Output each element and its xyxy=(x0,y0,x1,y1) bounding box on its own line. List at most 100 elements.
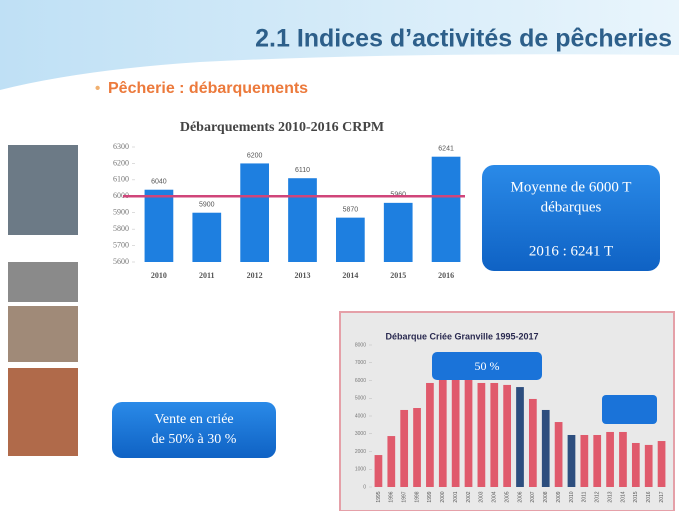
bar xyxy=(645,445,653,487)
box-text: Moyenne de 6000 T xyxy=(511,179,632,195)
x-tick-label: 1997 xyxy=(402,491,408,502)
data-label: 6040 xyxy=(151,179,167,186)
x-tick-label: 1996 xyxy=(389,491,395,502)
x-tick-label: 2001 xyxy=(453,491,459,502)
bar xyxy=(192,213,221,262)
y-tick-label: 4000 xyxy=(355,413,366,419)
bar xyxy=(145,190,174,262)
x-tick-label: 2004 xyxy=(492,491,498,502)
x-tick-label: 2013 xyxy=(295,271,311,280)
x-tick-label: 2000 xyxy=(440,491,446,502)
y-tick-label: 6300 xyxy=(113,142,129,151)
x-tick-label: 2012 xyxy=(247,271,263,280)
y-tick-label: 0 xyxy=(363,484,366,490)
chart-title: Débarque Criée Granville 1995-2017 xyxy=(385,331,538,341)
photo xyxy=(8,145,78,235)
photo xyxy=(8,368,78,456)
x-tick-label: 2017 xyxy=(659,491,665,502)
x-tick-label: 2010 xyxy=(151,271,167,280)
y-tick-label: 6100 xyxy=(113,175,129,184)
box-text: Vente en criée xyxy=(154,412,233,427)
bullet-mark: • xyxy=(95,80,100,97)
x-tick-label: 2013 xyxy=(607,491,613,502)
x-tick-label: 2011 xyxy=(199,271,215,280)
y-tick-label: 1000 xyxy=(355,467,366,473)
x-tick-label: 2011 xyxy=(582,491,588,502)
y-tick-label: 2000 xyxy=(355,449,366,455)
x-tick-label: 2014 xyxy=(342,271,358,280)
bar xyxy=(432,157,461,262)
bar xyxy=(529,399,537,487)
y-tick-label: 8000 xyxy=(355,342,366,348)
sale-box xyxy=(112,402,276,458)
bar xyxy=(516,387,524,487)
photo xyxy=(8,262,78,302)
x-tick-label: 2010 xyxy=(569,491,575,502)
bar xyxy=(619,432,627,487)
photo xyxy=(8,306,78,362)
bar xyxy=(542,410,550,487)
bar xyxy=(606,432,614,487)
x-tick-label: 2002 xyxy=(466,491,472,502)
x-tick-label: 2009 xyxy=(556,491,562,502)
bullet-text: Pêcherie : débarquements xyxy=(108,80,308,97)
bar xyxy=(568,435,576,487)
data-label: 6200 xyxy=(247,152,263,159)
y-tick-label: 3000 xyxy=(355,431,366,437)
x-tick-label: 2016 xyxy=(646,491,652,502)
bar xyxy=(658,441,666,487)
bar xyxy=(426,383,434,487)
bar xyxy=(593,435,601,487)
y-tick-label: 5700 xyxy=(113,240,129,249)
bar xyxy=(490,383,498,487)
bar xyxy=(439,378,447,487)
x-tick-label: 2003 xyxy=(479,491,485,502)
blank-box xyxy=(602,395,657,424)
bar xyxy=(413,408,421,487)
x-tick-label: 1998 xyxy=(414,491,420,502)
y-tick-label: 6200 xyxy=(113,158,129,167)
x-tick-label: 2012 xyxy=(595,491,601,502)
x-tick-label: 1999 xyxy=(427,491,433,502)
x-tick-label: 2005 xyxy=(504,491,510,502)
bar xyxy=(452,378,460,487)
box-text: 2016 : 6241 T xyxy=(529,243,613,259)
bar xyxy=(387,436,395,487)
y-tick-label: 5800 xyxy=(113,224,129,233)
box-text: de 50% à 30 % xyxy=(152,432,237,447)
share-text: 50 % xyxy=(475,359,500,373)
bar xyxy=(400,410,408,487)
x-tick-label: 2008 xyxy=(543,491,549,502)
box-text: débarques xyxy=(541,199,602,215)
x-tick-label: 2015 xyxy=(390,271,406,280)
y-tick-label: 7000 xyxy=(355,360,366,366)
bar xyxy=(288,178,317,262)
data-label: 6110 xyxy=(295,167,310,174)
x-tick-label: 2007 xyxy=(530,491,536,502)
y-tick-label: 6000 xyxy=(355,378,366,384)
bar xyxy=(478,383,486,487)
bar xyxy=(503,385,511,487)
bar xyxy=(384,203,413,262)
y-tick-label: 5000 xyxy=(355,396,366,402)
bar xyxy=(465,380,473,487)
x-tick-label: 1995 xyxy=(376,491,382,502)
bar xyxy=(336,218,365,262)
bar xyxy=(240,163,269,262)
bar xyxy=(580,435,588,487)
x-tick-label: 2014 xyxy=(620,491,626,502)
data-label: 5900 xyxy=(199,202,215,209)
data-label: 6241 xyxy=(438,146,454,153)
slide: 2.1 Indices d’activités de pêcheries • P… xyxy=(0,0,679,511)
x-tick-label: 2015 xyxy=(633,491,639,502)
bar xyxy=(375,455,383,487)
slide-title: 2.1 Indices d’activités de pêcheries xyxy=(255,25,672,53)
x-tick-label: 2016 xyxy=(438,271,454,280)
y-tick-label: 5600 xyxy=(113,257,129,266)
data-label: 5870 xyxy=(343,206,359,213)
y-tick-label: 5900 xyxy=(113,208,129,217)
x-tick-label: 2006 xyxy=(517,491,523,502)
bar xyxy=(555,422,563,487)
bar xyxy=(632,443,640,487)
chart-title: Débarquements 2010-2016 CRPM xyxy=(180,120,384,135)
